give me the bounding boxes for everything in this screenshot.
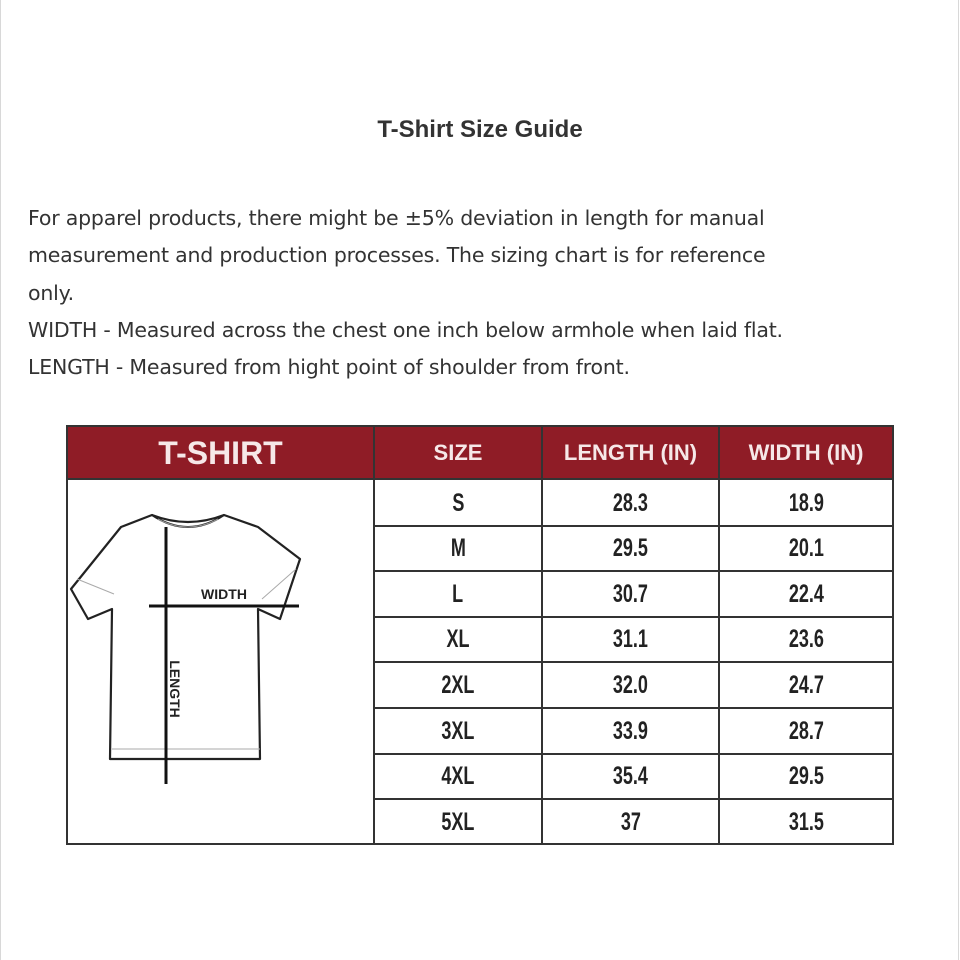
column-divider bbox=[373, 427, 375, 843]
page-title: T-Shirt Size Guide bbox=[377, 116, 583, 143]
cell-size: L bbox=[375, 571, 541, 617]
cell-size-value: XL bbox=[446, 625, 470, 654]
cell-width-value: 31.5 bbox=[788, 807, 824, 836]
cell-width-value: 18.9 bbox=[788, 488, 824, 517]
cell-size-value: M bbox=[450, 534, 466, 563]
cell-length-value: 35.4 bbox=[612, 762, 649, 791]
cell-length-value: 31.1 bbox=[612, 625, 649, 654]
cell-length-value: 29.5 bbox=[612, 534, 649, 563]
column-divider bbox=[718, 427, 720, 843]
row-divider bbox=[373, 524, 892, 527]
cell-length: 33.9 bbox=[543, 708, 718, 754]
cell-size-value: L bbox=[452, 579, 464, 608]
cell-size: 2XL bbox=[375, 662, 541, 708]
cell-width: 28.7 bbox=[720, 708, 892, 754]
tshirt-diagram: WIDTH LENGTH bbox=[69, 513, 302, 784]
cell-length: 37 bbox=[543, 799, 718, 845]
header-divider bbox=[68, 478, 892, 480]
tshirt-outline-icon bbox=[69, 513, 302, 761]
description: For apparel products, there might be ±5%… bbox=[28, 200, 938, 386]
row-divider bbox=[373, 570, 892, 573]
cell-length: 29.5 bbox=[543, 526, 718, 572]
page-border-left bbox=[0, 0, 1, 960]
cell-size: 4XL bbox=[375, 754, 541, 800]
header-product-label: T-SHIRT bbox=[68, 427, 373, 479]
cell-width: 20.1 bbox=[720, 526, 892, 572]
column-divider bbox=[541, 427, 543, 843]
cell-length-value: 28.3 bbox=[612, 488, 649, 517]
width-label: WIDTH bbox=[201, 586, 247, 602]
row-divider bbox=[373, 798, 892, 801]
cell-width: 31.5 bbox=[720, 799, 892, 845]
cell-width-value: 29.5 bbox=[788, 762, 824, 791]
cell-width-value: 23.6 bbox=[788, 625, 824, 654]
cell-size-value: 4XL bbox=[441, 762, 475, 791]
cell-length: 32.0 bbox=[543, 662, 718, 708]
description-line: LENGTH - Measured from hight point of sh… bbox=[28, 355, 630, 380]
row-divider bbox=[373, 707, 892, 709]
header-length: LENGTH (IN) bbox=[543, 427, 718, 479]
cell-length: 31.1 bbox=[543, 617, 718, 663]
cell-width: 22.4 bbox=[720, 571, 892, 617]
cell-length-value: 30.7 bbox=[612, 579, 649, 608]
cell-width-value: 20.1 bbox=[788, 534, 824, 563]
cell-size: 3XL bbox=[375, 708, 541, 754]
header-width: WIDTH (IN) bbox=[720, 427, 892, 479]
cell-length-value: 33.9 bbox=[612, 716, 649, 745]
cell-length: 35.4 bbox=[543, 754, 718, 800]
description-line: WIDTH - Measured across the chest one in… bbox=[28, 317, 783, 342]
row-divider bbox=[373, 661, 892, 664]
cell-length-value: 37 bbox=[620, 807, 641, 836]
page-border-right bbox=[958, 0, 959, 960]
cell-size-value: 3XL bbox=[441, 716, 475, 745]
row-divider bbox=[373, 615, 892, 618]
cell-size: 5XL bbox=[375, 799, 541, 845]
cell-length: 28.3 bbox=[543, 480, 718, 526]
cell-width-value: 28.7 bbox=[788, 716, 824, 745]
description-line: For apparel products, there might be ±5%… bbox=[28, 206, 765, 230]
cell-width: 23.6 bbox=[720, 617, 892, 663]
cell-width-value: 22.4 bbox=[788, 579, 824, 608]
cell-width-value: 24.7 bbox=[788, 670, 824, 699]
cell-size: XL bbox=[375, 617, 541, 663]
cell-length-value: 32.0 bbox=[612, 670, 649, 699]
description-line: only. bbox=[28, 280, 74, 305]
cell-size: M bbox=[375, 526, 541, 572]
cell-width: 18.9 bbox=[720, 480, 892, 526]
cell-size-value: S bbox=[451, 488, 465, 517]
cell-width: 29.5 bbox=[720, 754, 892, 800]
row-divider bbox=[373, 752, 892, 755]
cell-size: S bbox=[375, 480, 541, 526]
cell-length: 30.7 bbox=[543, 571, 718, 617]
cell-size-value: 2XL bbox=[441, 670, 475, 699]
header-size: SIZE bbox=[375, 427, 541, 479]
cell-width: 24.7 bbox=[720, 662, 892, 708]
size-chart-table: T-SHIRT SIZE LENGTH (IN) WIDTH (IN) S 28.… bbox=[66, 425, 894, 845]
cell-size-value: 5XL bbox=[441, 807, 475, 836]
length-label: LENGTH bbox=[167, 660, 183, 718]
description-line: measurement and production processes. Th… bbox=[28, 243, 766, 268]
